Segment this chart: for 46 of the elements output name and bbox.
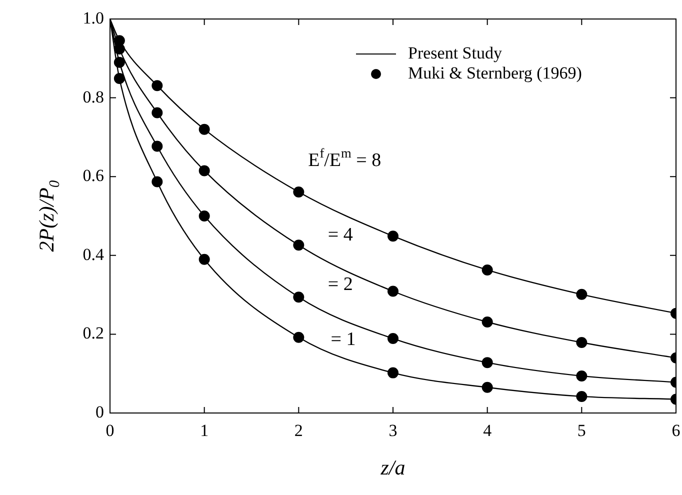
annotation: = 1 [330,329,356,350]
y-tick-label: 1.0 [82,8,104,28]
point [576,336,588,348]
point [482,382,493,393]
annotation: = 4 [328,224,354,246]
point [388,333,398,344]
point [576,288,588,300]
y-tick-label: 0 [96,402,104,422]
legend-label: Present Study [408,43,502,62]
point [114,72,125,84]
point [114,35,125,46]
y-tick-label: 0.2 [82,324,104,343]
legend-label: Muki & Sternberg (1969) [408,63,582,82]
x-tick-label: 2 [294,420,303,440]
point [152,140,163,152]
point [388,286,398,297]
x-axis-title: z/a [380,456,406,480]
point [293,240,304,251]
point [388,230,398,242]
annotation: = 2 [328,274,353,295]
point [293,292,304,303]
point [576,390,588,402]
x-tick-label: 6 [672,420,680,440]
point [293,186,304,198]
point [482,316,493,328]
point [114,56,125,68]
point [152,107,163,118]
point [198,210,210,222]
y-tick-label: 0.8 [82,87,104,106]
x-tick-label: 4 [483,420,492,440]
point [576,370,588,382]
y-tick-label: 0.6 [82,166,104,186]
point [152,80,163,92]
y-axis-title: 2P(z)/P0 [34,180,64,252]
point [293,332,304,343]
point [388,367,398,378]
point [482,357,493,368]
x-tick-label: 3 [388,420,398,440]
y-tick-label: 0.4 [82,244,104,264]
point [198,124,210,135]
point [152,176,163,188]
point [198,165,210,176]
point [482,264,493,276]
x-tick-label: 1 [200,420,209,440]
point [198,254,210,265]
x-tick-label: 5 [577,420,586,440]
